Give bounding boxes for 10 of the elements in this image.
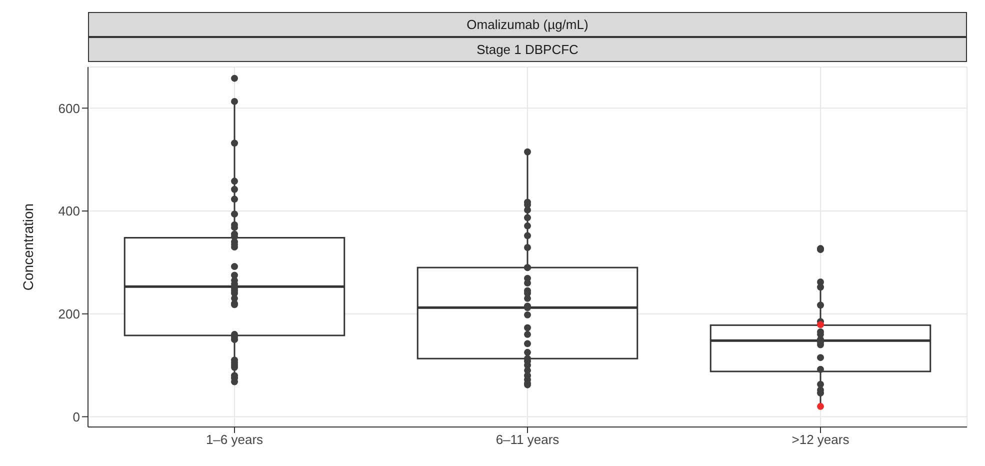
y-tick-label: 0 <box>72 409 80 424</box>
x-tick-label: 1–6 years <box>206 432 264 448</box>
y-tick-label: 400 <box>58 204 80 219</box>
y-tick-label: 600 <box>58 100 80 116</box>
chart-title: Omalizumab (µg/mL) <box>88 12 967 37</box>
y-axis-title: Concentration <box>20 203 36 291</box>
x-tick-label: >12 years <box>792 432 850 448</box>
y-tick-label: 200 <box>58 306 80 322</box>
x-tick-label: 6–11 years <box>496 432 560 448</box>
chart-subtitle: Stage 1 DBPCFC <box>88 37 967 62</box>
